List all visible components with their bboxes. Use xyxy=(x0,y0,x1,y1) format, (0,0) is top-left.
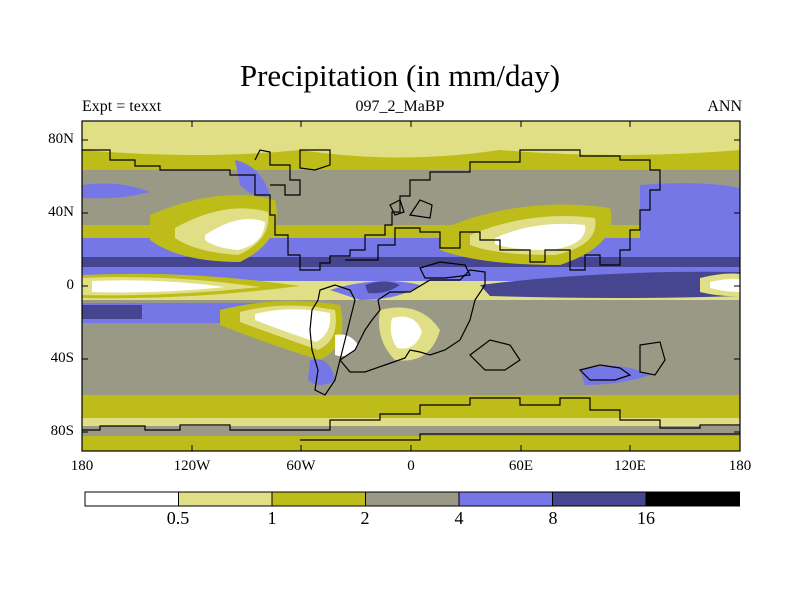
lon-label-60w: 60W xyxy=(286,458,316,474)
map-title: Precipitation (in mm/day) xyxy=(239,58,561,93)
lat-label-40s: 40S xyxy=(50,350,74,366)
axis-ticks xyxy=(81,121,741,451)
lat-label-40n: 40N xyxy=(48,204,74,220)
colorbar-box-2 xyxy=(271,491,366,507)
lon-label-60e: 60E xyxy=(508,458,534,474)
colorbar-box-5 xyxy=(552,491,647,507)
lon-label-180w: 180 xyxy=(70,458,94,474)
colorbar-box-1 xyxy=(178,491,273,507)
colorbar-label-8: 8 xyxy=(548,508,558,528)
colorbar-label-0-5: 0.5 xyxy=(166,508,190,528)
lon-label-120w: 120W xyxy=(173,458,211,474)
colorbar-label-16: 16 xyxy=(637,508,655,528)
colorbar-label-1: 1 xyxy=(267,508,277,528)
lat-label-80n: 80N xyxy=(48,131,74,147)
colorbar-label-4: 4 xyxy=(454,508,464,528)
run-label: 097_2_MaBP xyxy=(355,98,445,115)
season-label: ANN xyxy=(707,98,742,115)
colorbar-label-2: 2 xyxy=(360,508,370,528)
colorbar-box-3 xyxy=(365,491,460,507)
coastlines xyxy=(82,149,740,441)
lon-label-120e: 120E xyxy=(614,458,646,474)
lat-label-80s: 80S xyxy=(50,423,74,439)
colorbar-box-4 xyxy=(458,491,553,507)
lon-label-0: 0 xyxy=(407,458,415,474)
lat-label-eq: 0 xyxy=(66,277,75,293)
colorbar-box-0 xyxy=(84,491,179,507)
colorbar-box-6 xyxy=(645,491,740,507)
colorbar xyxy=(84,491,740,507)
lon-label-180e: 180 xyxy=(728,458,752,474)
experiment-label: Expt = texxt xyxy=(82,98,162,115)
